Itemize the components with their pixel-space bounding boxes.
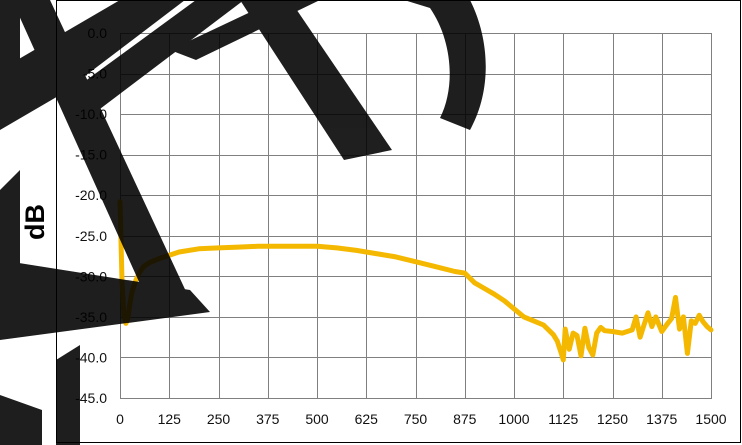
data-point bbox=[463, 271, 467, 275]
data-point bbox=[256, 244, 260, 248]
data-point bbox=[502, 299, 506, 303]
y-tick-label: -40.0 bbox=[75, 349, 107, 365]
data-point bbox=[555, 339, 559, 343]
data-point bbox=[217, 246, 220, 250]
x-tick-label: 125 bbox=[158, 411, 182, 427]
data-point bbox=[681, 315, 685, 319]
data-point bbox=[685, 351, 689, 355]
data-point bbox=[276, 244, 280, 248]
data-point bbox=[492, 292, 496, 296]
x-tick-label: 0 bbox=[116, 411, 124, 427]
data-point bbox=[697, 313, 701, 317]
data-point bbox=[575, 334, 579, 337]
chart-frame bbox=[56, 0, 741, 443]
watermark-stripe bbox=[170, 0, 320, 60]
data-point bbox=[522, 315, 526, 319]
watermark-stripe bbox=[240, 0, 392, 160]
data-point bbox=[542, 323, 545, 327]
data-point bbox=[654, 315, 658, 319]
data-point bbox=[236, 245, 240, 249]
x-tick-label: 625 bbox=[355, 411, 379, 427]
x-tick-label: 750 bbox=[404, 411, 428, 427]
data-point bbox=[599, 325, 603, 329]
x-tick-label: 1125 bbox=[548, 411, 578, 427]
x-tick-labels: 0 125 250 375 500 625 750 875 1000 1125 1250 1375 15… bbox=[116, 411, 727, 427]
data-point bbox=[591, 353, 595, 357]
watermark-stripe bbox=[62, 0, 244, 115]
data-point bbox=[177, 250, 181, 254]
data-point bbox=[583, 326, 587, 330]
watermark-stripe bbox=[0, 0, 185, 130]
data-point bbox=[670, 317, 674, 320]
x-tick-label: 1250 bbox=[597, 411, 628, 427]
series-group bbox=[117, 199, 714, 363]
data-point bbox=[532, 319, 536, 323]
watermark-stripe bbox=[0, 260, 210, 340]
data-point bbox=[512, 307, 516, 311]
data-point bbox=[634, 315, 638, 319]
data-point bbox=[335, 246, 339, 250]
data-point bbox=[315, 244, 319, 248]
data-point bbox=[433, 265, 437, 269]
series-line bbox=[117, 199, 714, 363]
data-point bbox=[561, 358, 565, 362]
data-point bbox=[394, 255, 398, 259]
data-point bbox=[571, 331, 575, 335]
watermark-stripe bbox=[404, 0, 486, 130]
data-point bbox=[678, 327, 681, 331]
y-tick-label: -45.0 bbox=[75, 390, 107, 406]
data-point bbox=[473, 281, 477, 285]
data-point bbox=[197, 247, 201, 251]
y-tick-label: -25.0 bbox=[75, 228, 107, 244]
x-tick-label: 875 bbox=[453, 411, 477, 427]
data-point bbox=[551, 333, 555, 337]
data-point bbox=[693, 321, 697, 325]
data-point bbox=[567, 347, 571, 351]
x-tick-label: 375 bbox=[256, 411, 280, 427]
x-tick-label: 1000 bbox=[498, 411, 529, 427]
x-tick-label: 250 bbox=[207, 411, 231, 427]
data-point bbox=[660, 330, 664, 333]
data-point bbox=[295, 244, 299, 248]
data-point bbox=[611, 330, 614, 333]
data-point bbox=[630, 328, 634, 332]
watermark-stripe bbox=[56, 345, 80, 445]
data-point bbox=[638, 335, 642, 339]
watermark-overlay bbox=[0, 0, 486, 445]
x-tick-label: 1375 bbox=[646, 411, 677, 427]
data-point bbox=[705, 325, 709, 329]
data-point bbox=[563, 327, 567, 331]
data-point bbox=[709, 328, 713, 332]
data-point bbox=[579, 354, 583, 358]
data-point bbox=[483, 287, 486, 290]
data-point bbox=[134, 278, 138, 282]
data-point bbox=[666, 321, 670, 325]
data-point bbox=[374, 252, 378, 256]
data-point bbox=[646, 311, 650, 315]
grid bbox=[120, 33, 712, 399]
data-point bbox=[595, 331, 599, 335]
data-point bbox=[620, 331, 624, 335]
data-point bbox=[414, 260, 417, 264]
data-point bbox=[701, 320, 705, 324]
x-tick-label: 1500 bbox=[695, 411, 726, 427]
y-axis-label: dB bbox=[20, 204, 50, 240]
data-point bbox=[587, 346, 591, 350]
watermark-stripe bbox=[0, 395, 42, 445]
data-point bbox=[642, 323, 646, 327]
data-point bbox=[689, 319, 693, 323]
data-point bbox=[674, 295, 677, 299]
data-point bbox=[603, 329, 607, 333]
x-tick-label: 500 bbox=[305, 411, 329, 427]
data-point bbox=[559, 351, 563, 355]
data-point bbox=[354, 248, 358, 252]
data-point bbox=[453, 270, 457, 273]
data-point bbox=[650, 325, 654, 329]
